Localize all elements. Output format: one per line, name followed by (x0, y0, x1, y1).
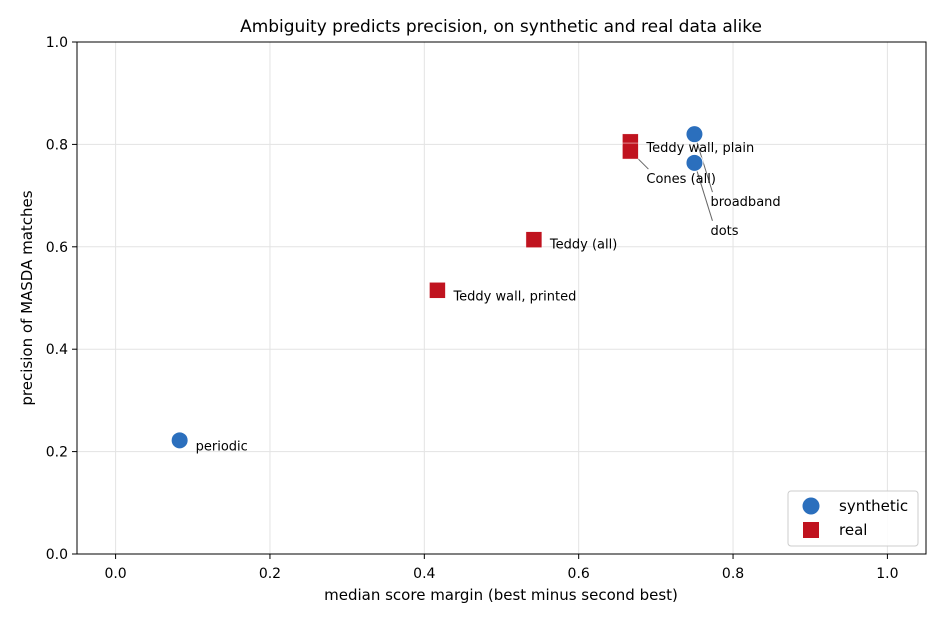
point-label-dots: dots (710, 224, 738, 239)
x-axis-label: median score margin (best minus second b… (324, 586, 678, 604)
point-cones-all (622, 142, 639, 160)
point-periodic (170, 431, 189, 450)
x-tick-label: 0.4 (413, 566, 435, 582)
chart-title: Ambiguity predicts precision, on synthet… (240, 17, 762, 37)
point-label-teddy-all: Teddy (all) (549, 238, 617, 253)
legend: synthetic real (787, 490, 919, 547)
x-tick-label: 0.2 (259, 566, 281, 582)
y-tick-label: 1.0 (46, 35, 68, 51)
legend-marker-synthetic (802, 497, 820, 515)
x-tick-label: 0.6 (568, 566, 590, 582)
legend-label-real: real (839, 521, 867, 539)
x-tick-label: 1.0 (876, 566, 898, 582)
point-label-teddy-wall-plain: Teddy wall, plain (645, 141, 754, 156)
y-tick-label: 0.8 (46, 137, 68, 153)
legend-label-synthetic: synthetic (839, 497, 908, 515)
point-label-cones-all: Cones (all) (646, 172, 716, 187)
x-tick-label: 0.0 (104, 566, 126, 582)
annotation-layer: periodic broadband dots Teddy wall, printed… (196, 141, 781, 454)
ticks-layer: 0.0 0.2 0.4 0.6 0.8 1.0 0.0 0.2 0.4 0.6 0.8 1.0 (46, 35, 899, 582)
point-label-periodic: periodic (196, 439, 248, 454)
x-tick-label: 0.8 (722, 566, 744, 582)
legend-box (787, 490, 919, 547)
legend-marker-real (803, 522, 819, 538)
leader-line-broadband (693, 134, 713, 193)
point-label-broadband: broadband (710, 195, 780, 210)
y-tick-label: 0.0 (46, 547, 68, 563)
y-axis-label: precision of MASDA matches (18, 190, 36, 405)
point-label-teddy-wall-printed: Teddy wall, printed (452, 289, 576, 304)
point-teddy-all (525, 231, 543, 248)
point-dots (685, 153, 704, 172)
plot-frame (76, 41, 927, 555)
leader-line-dots (693, 162, 713, 221)
y-tick-label: 0.6 (46, 240, 68, 256)
point-teddy-wall-printed (429, 282, 446, 299)
y-tick-label: 0.4 (46, 342, 68, 358)
points-layer (170, 125, 704, 450)
y-tick-label: 0.2 (46, 445, 68, 461)
point-broadband (685, 125, 704, 144)
